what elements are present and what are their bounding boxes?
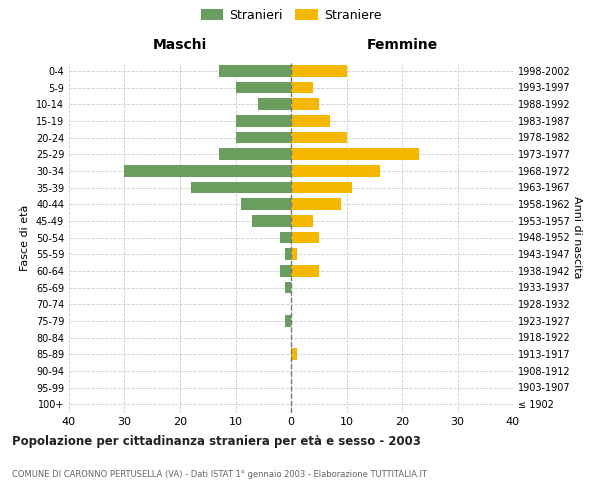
Bar — [291, 348, 296, 360]
Bar — [291, 132, 347, 143]
Bar — [291, 82, 313, 94]
Bar — [286, 315, 291, 326]
Text: Femmine: Femmine — [367, 38, 437, 52]
Bar — [280, 265, 291, 276]
Bar — [280, 232, 291, 243]
Text: COMUNE DI CARONNO PERTUSELLA (VA) - Dati ISTAT 1° gennaio 2003 - Elaborazione TU: COMUNE DI CARONNO PERTUSELLA (VA) - Dati… — [12, 470, 427, 479]
Bar — [219, 65, 291, 76]
Bar — [252, 215, 291, 226]
Bar — [219, 148, 291, 160]
Bar — [291, 265, 319, 276]
Bar — [291, 215, 313, 226]
Bar — [291, 198, 341, 210]
Bar — [124, 165, 291, 176]
Bar — [291, 98, 319, 110]
Bar — [235, 132, 291, 143]
Bar — [291, 65, 347, 76]
Legend: Stranieri, Straniere: Stranieri, Straniere — [198, 6, 384, 24]
Bar — [235, 82, 291, 94]
Bar — [291, 248, 296, 260]
Bar — [286, 248, 291, 260]
Y-axis label: Anni di nascita: Anni di nascita — [572, 196, 582, 278]
Bar — [258, 98, 291, 110]
Bar — [291, 182, 352, 194]
Bar — [235, 115, 291, 126]
Y-axis label: Fasce di età: Fasce di età — [20, 204, 30, 270]
Bar — [286, 282, 291, 294]
Text: Maschi: Maschi — [153, 38, 207, 52]
Text: Popolazione per cittadinanza straniera per età e sesso - 2003: Popolazione per cittadinanza straniera p… — [12, 435, 421, 448]
Bar — [241, 198, 291, 210]
Bar — [191, 182, 291, 194]
Bar — [291, 232, 319, 243]
Bar — [291, 115, 330, 126]
Bar — [291, 165, 380, 176]
Bar — [291, 148, 419, 160]
